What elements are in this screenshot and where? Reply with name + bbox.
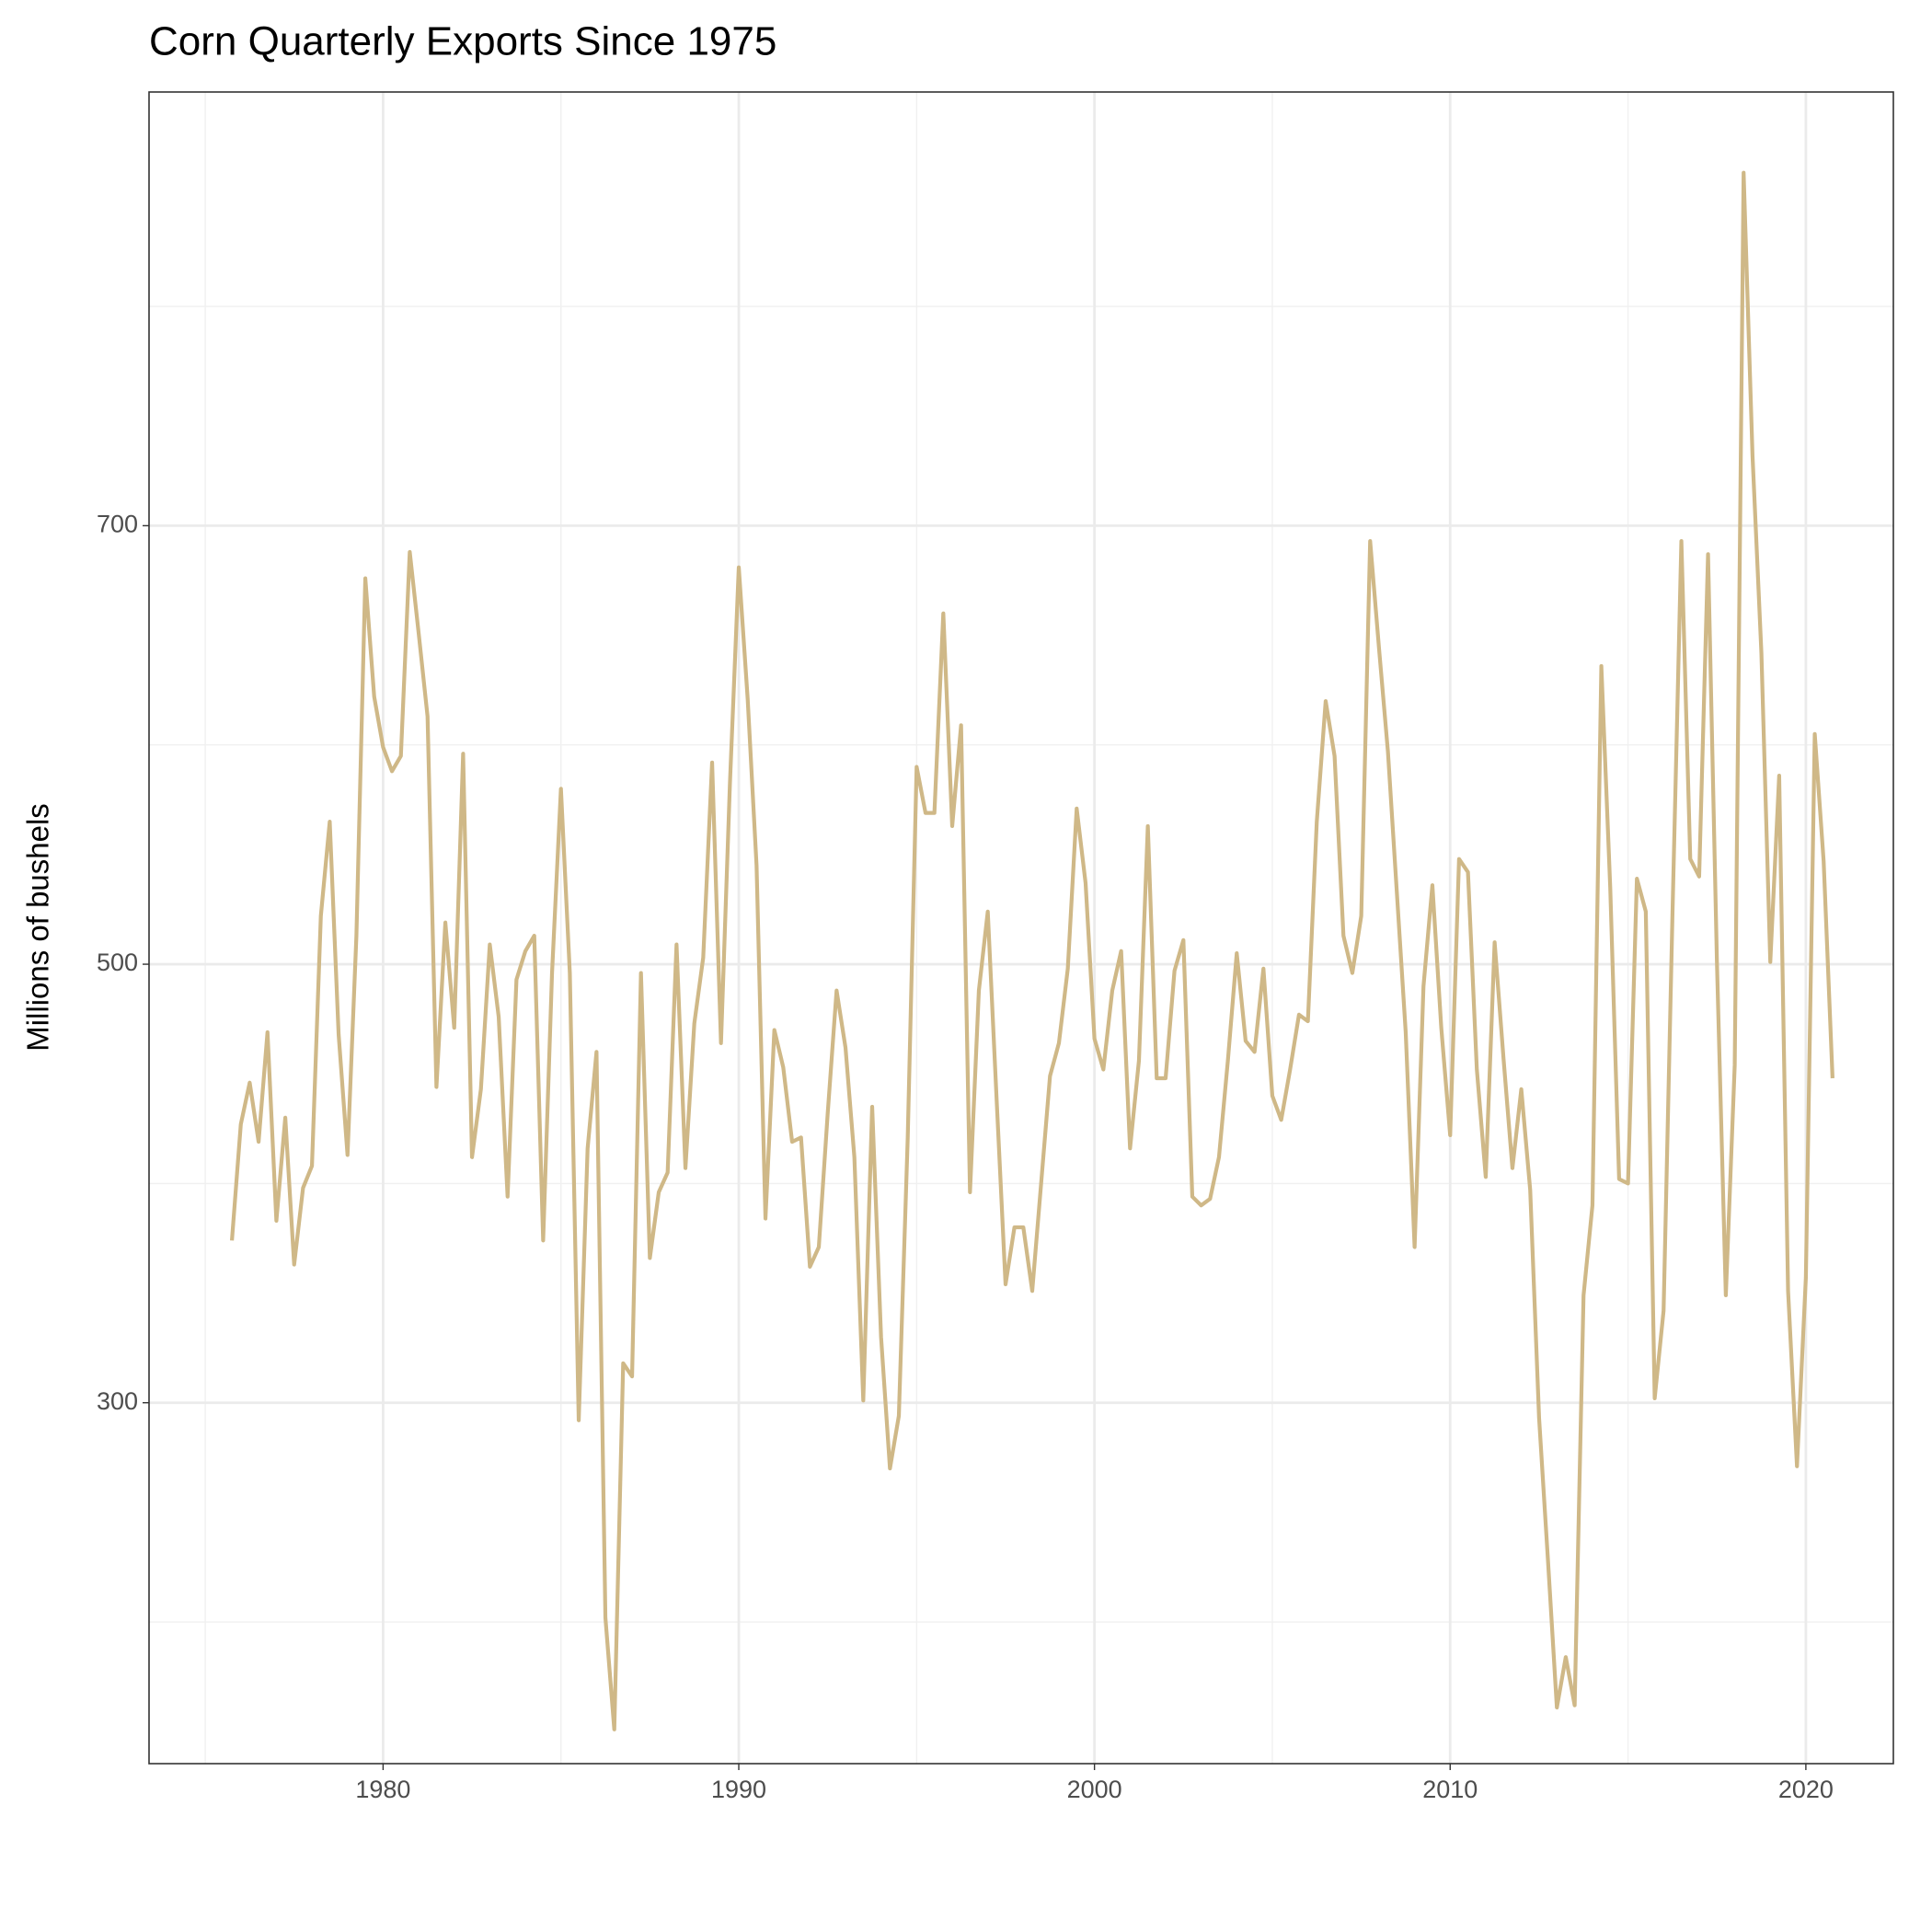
y-tick-label: 500 [97, 949, 138, 976]
panel-border [148, 91, 1894, 1765]
y-tick-label: 700 [97, 511, 138, 538]
chart-title: Corn Quarterly Exports Since 1975 [149, 19, 776, 64]
x-tick-label: 1980 [355, 1776, 410, 1803]
x-tick-label: 1990 [711, 1776, 766, 1803]
panel-background [149, 92, 1893, 1764]
y-axis-label: Millions of bushels [21, 803, 55, 1052]
x-tick-label: 2000 [1067, 1776, 1122, 1803]
y-tick-label: 300 [97, 1387, 138, 1415]
x-tick-label: 2020 [1778, 1776, 1834, 1803]
data-line [229, 170, 1834, 1731]
x-tick-label: 2010 [1422, 1776, 1478, 1803]
